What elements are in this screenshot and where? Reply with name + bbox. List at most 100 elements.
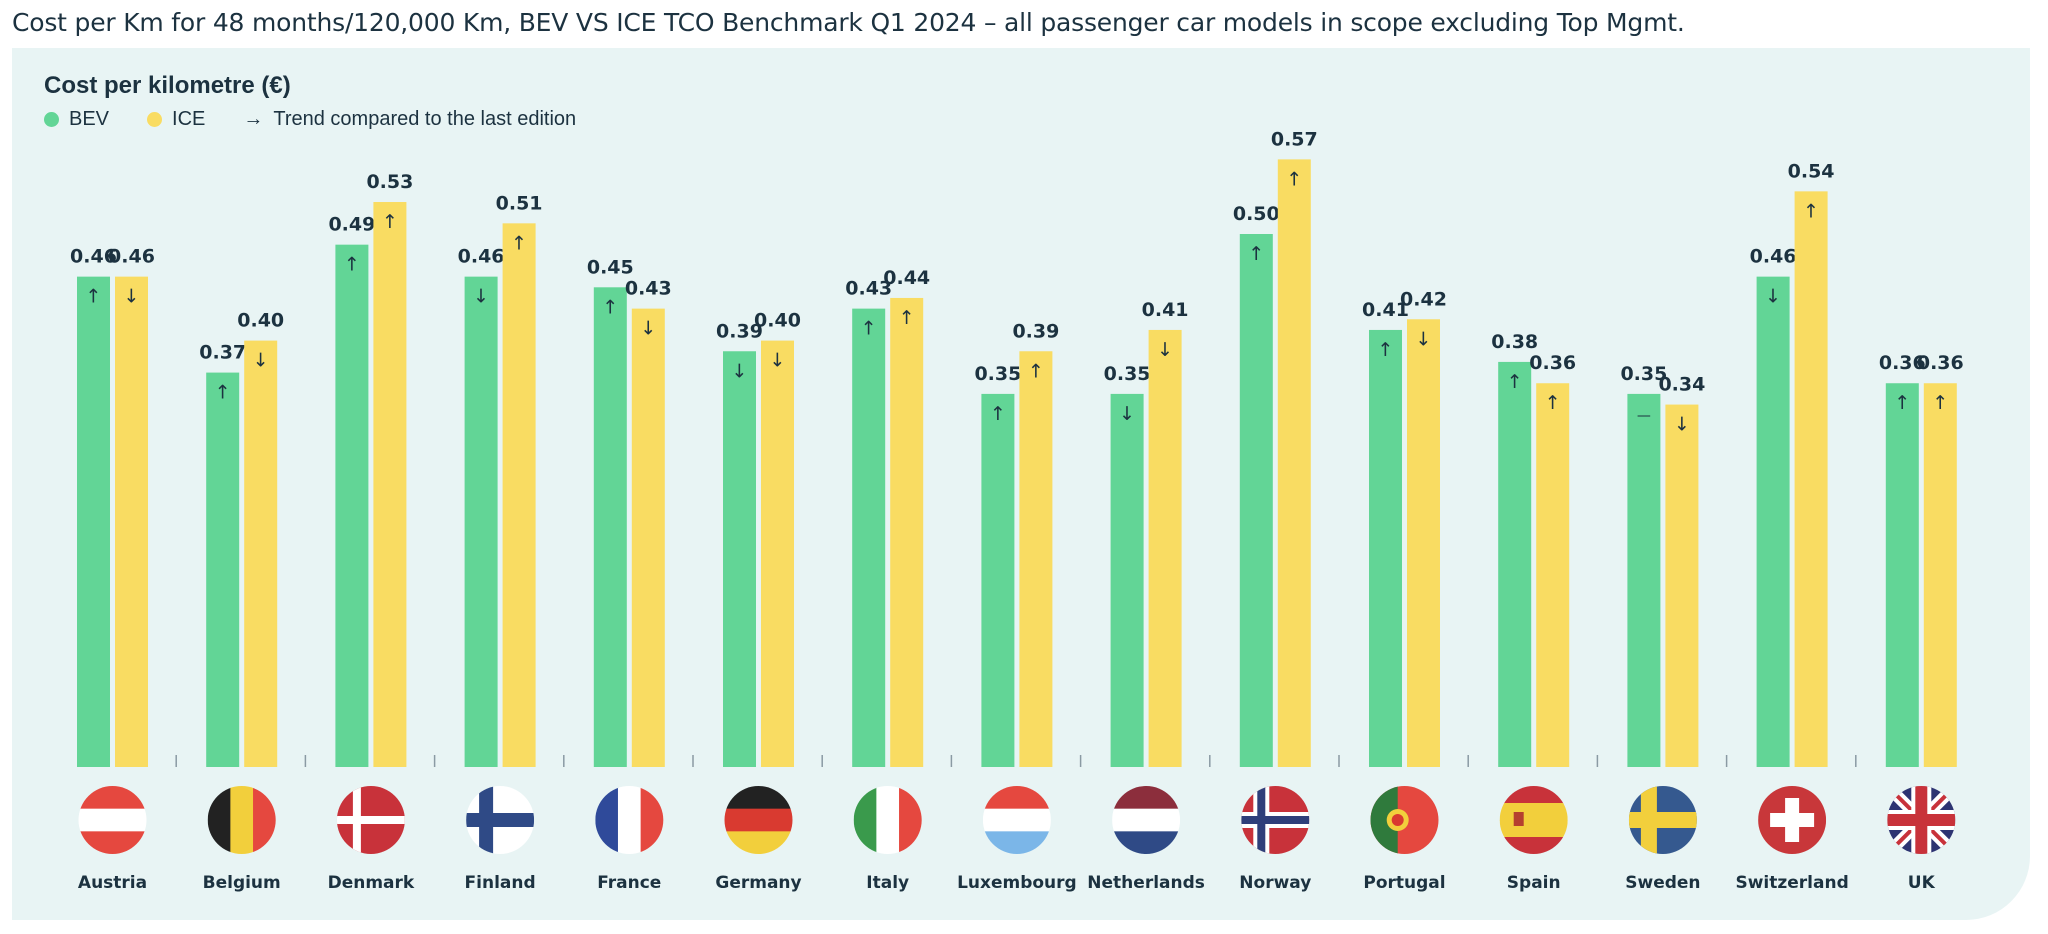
data-label: 0.53 bbox=[366, 171, 413, 193]
legend-label: ICE bbox=[172, 108, 206, 130]
category-label: Italy bbox=[866, 873, 909, 893]
legend-item-ice: ICE bbox=[147, 108, 205, 131]
data-label: 0.36 bbox=[1529, 352, 1576, 374]
legend-item-bev: BEV bbox=[44, 108, 109, 131]
flag-netherlands-icon bbox=[1112, 786, 1181, 854]
trend-up-icon: ↑ bbox=[215, 382, 231, 404]
flag-sweden-icon bbox=[1628, 786, 1697, 854]
flag-luxembourg-icon bbox=[982, 786, 1051, 854]
flag-italy-icon bbox=[853, 786, 922, 854]
data-label: 0.46 bbox=[1750, 246, 1797, 268]
bar-bev bbox=[1756, 276, 1790, 767]
category-label: Finland bbox=[465, 873, 536, 893]
trend-up-icon: ↑ bbox=[1545, 392, 1561, 414]
data-label: 0.46 bbox=[70, 246, 117, 268]
bar-ice bbox=[1407, 319, 1440, 767]
bar-bev bbox=[1498, 361, 1532, 767]
data-label: 0.41 bbox=[1362, 299, 1409, 321]
trend-down-icon: ↓ bbox=[1416, 328, 1432, 350]
data-label: 0.41 bbox=[1142, 299, 1189, 321]
data-label: 0.44 bbox=[883, 267, 930, 289]
category-label: Spain bbox=[1507, 873, 1561, 893]
trend-up-icon: ↑ bbox=[86, 286, 102, 308]
bar-ice bbox=[1536, 383, 1570, 767]
data-label: 0.39 bbox=[1012, 320, 1059, 342]
data-label: 0.43 bbox=[625, 278, 672, 300]
category-label: France bbox=[597, 873, 661, 893]
trend-up-icon: ↑ bbox=[511, 232, 527, 254]
flag-norway-icon bbox=[1241, 786, 1310, 854]
flag-spain-icon bbox=[1499, 786, 1568, 854]
bar-bev bbox=[464, 276, 498, 767]
data-label: 0.34 bbox=[1658, 374, 1705, 396]
trend-down-icon: ↓ bbox=[1157, 339, 1173, 361]
data-label: 0.51 bbox=[496, 192, 543, 214]
bar-bev bbox=[206, 372, 240, 767]
trend-down-icon: ↓ bbox=[124, 286, 140, 308]
bar-bev bbox=[593, 287, 627, 767]
ice-swatch-icon bbox=[147, 112, 163, 127]
category-label: Austria bbox=[78, 873, 147, 893]
trend-down-icon: ↓ bbox=[1674, 414, 1690, 436]
bar-bev bbox=[335, 244, 369, 767]
bar-ice bbox=[631, 308, 665, 767]
arrow-right-icon: → bbox=[243, 108, 264, 130]
trend-up-icon: ↑ bbox=[1378, 339, 1394, 361]
data-label: 0.35 bbox=[1620, 363, 1667, 385]
bar-ice bbox=[1019, 351, 1053, 767]
data-label: 0.43 bbox=[845, 278, 892, 300]
trend-down-icon: ↓ bbox=[770, 350, 786, 372]
bar-ice bbox=[890, 297, 924, 767]
flag-france-icon bbox=[595, 786, 664, 854]
bar-ice bbox=[1277, 159, 1311, 767]
data-label: 0.40 bbox=[754, 310, 801, 332]
bar-ice bbox=[244, 340, 278, 767]
legend-trend-note: → Trend compared to the last edition bbox=[243, 108, 576, 131]
bar-bev bbox=[1369, 329, 1402, 767]
bev-swatch-icon bbox=[44, 112, 59, 127]
flag-portugal-icon bbox=[1370, 786, 1439, 854]
bar-ice bbox=[1148, 329, 1182, 767]
category-label: Germany bbox=[715, 873, 801, 893]
bar-bev bbox=[723, 351, 756, 767]
category-label: Switzerland bbox=[1735, 873, 1848, 893]
trend-flat-icon: — bbox=[1637, 408, 1651, 424]
flag-belgium-icon bbox=[207, 786, 276, 854]
data-label: 0.35 bbox=[974, 363, 1021, 385]
trend-up-icon: ↑ bbox=[990, 403, 1006, 425]
data-label: 0.46 bbox=[108, 246, 155, 268]
bar-bev bbox=[981, 393, 1015, 767]
flag-switzerland-icon bbox=[1758, 786, 1827, 854]
trend-up-icon: ↑ bbox=[1286, 168, 1302, 190]
trend-down-icon: ↓ bbox=[253, 350, 269, 372]
flag-denmark-icon bbox=[336, 786, 405, 854]
trend-down-icon: ↓ bbox=[1119, 403, 1135, 425]
legend-label: BEV bbox=[69, 108, 110, 130]
trend-down-icon: ↓ bbox=[1765, 286, 1781, 308]
bar-ice bbox=[761, 340, 794, 767]
bar-bev bbox=[1627, 393, 1661, 767]
trend-down-icon: ↓ bbox=[473, 286, 489, 308]
data-label: 0.45 bbox=[587, 256, 634, 278]
bar-ice bbox=[502, 223, 536, 768]
data-label: 0.36 bbox=[1917, 352, 1964, 374]
bar-ice bbox=[115, 276, 148, 767]
trend-up-icon: ↑ bbox=[1932, 392, 1948, 414]
chart-title: Cost per kilometre (€) bbox=[44, 72, 291, 99]
trend-down-icon: ↓ bbox=[732, 360, 748, 382]
data-label: 0.54 bbox=[1788, 160, 1835, 182]
trend-up-icon: ↑ bbox=[602, 296, 618, 318]
bar-ice bbox=[1794, 191, 1828, 768]
data-label: 0.38 bbox=[1491, 331, 1538, 353]
trend-down-icon: ↓ bbox=[640, 318, 656, 340]
data-label: 0.57 bbox=[1271, 128, 1318, 150]
category-label: UK bbox=[1908, 873, 1936, 893]
category-label: Sweden bbox=[1625, 873, 1700, 893]
trend-up-icon: ↑ bbox=[861, 318, 877, 340]
flag-austria-icon bbox=[78, 786, 147, 854]
bar-ice bbox=[373, 202, 407, 767]
data-label: 0.40 bbox=[237, 310, 284, 332]
bar-bev bbox=[852, 308, 886, 767]
trend-up-icon: ↑ bbox=[899, 307, 915, 329]
